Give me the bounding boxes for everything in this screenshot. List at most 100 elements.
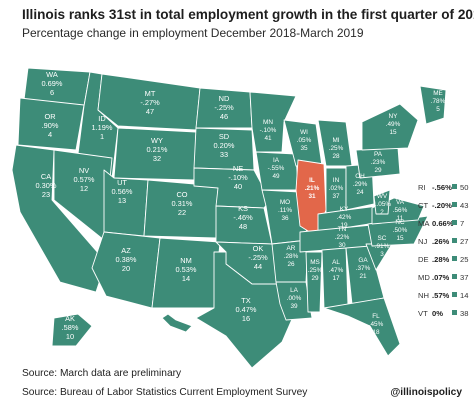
state-rank-mn: 41 [264,135,272,142]
state-value-wi: .05% [297,137,312,144]
state-rank-co: 22 [178,208,186,217]
state-ak [51,313,93,347]
state-abbr-mo: MO [280,199,290,206]
state-rank-mi: 28 [332,153,340,160]
state-value-mt: -.27% [140,98,160,107]
state-abbr-ca: CA [41,172,51,181]
state-value-nd: -.25% [214,103,234,112]
state-rank-sd: 33 [220,150,228,159]
state-value-ak: .58% [62,323,79,332]
state-abbr-wa: WA [46,70,58,79]
state-abbr-id: ID [98,114,105,123]
state-abbr-nv: NV [79,166,89,175]
footnote-preliminary: Source: March data are preliminary [22,368,182,379]
state-abbr-or: OR [44,112,55,121]
state-rank-al: 17 [332,275,340,282]
state-rank-ar: 26 [287,261,295,268]
side-swatch-md [452,274,457,279]
state-rank-or: 4 [48,130,52,139]
side-rank-nj: 27 [460,237,468,246]
state-rank-me: 5 [436,106,440,113]
side-abbr-de: DE [418,255,429,264]
state-value-mn: -.10% [260,127,277,134]
state-rank-ny: 15 [389,129,397,136]
state-value-az: 0.38% [116,255,137,264]
state-value-nm: 0.53% [176,265,197,274]
side-value-vt: 0% [432,309,443,318]
side-swatch-ct [452,202,457,207]
state-rank-ms: 29 [311,275,319,282]
state-abbr-ok: OK [253,244,264,253]
state-rank-ia: 49 [272,173,280,180]
state-value-ia: -.55% [268,165,285,172]
state-mt [97,73,201,131]
state-rank-tx: 16 [242,314,250,323]
state-value-ok: -.25% [248,253,268,262]
state-ms [305,251,323,313]
state-ca [11,144,107,293]
state-rank-ak: 10 [66,332,74,341]
state-rank-wv: 2 [380,209,384,216]
state-rank-tn: 30 [338,242,346,249]
state-rank-ca: 23 [42,190,50,199]
state-abbr-nc: NC [395,219,405,226]
state-abbr-ny: NY [389,113,399,120]
state-hi [161,313,193,333]
side-abbr-ma: MA [418,219,430,228]
state-abbr-wi: WI [300,129,308,136]
side-value-nh: .57% [432,291,450,300]
state-value-ca: 0.30% [36,181,57,190]
state-value-sc: .91% [375,243,390,250]
side-rank-vt: 38 [460,309,468,318]
state-value-wv: 1.05% [373,201,391,208]
state-value-ky: .42% [337,214,352,221]
state-value-va: .56% [393,207,408,214]
state-abbr-ms: MS [310,259,320,266]
side-rank-ct: 43 [460,201,468,210]
state-rank-mt: 47 [146,107,154,116]
state-abbr-ar: AR [287,245,296,252]
side-rank-md: 37 [460,273,468,282]
state-rank-wy: 32 [153,154,161,163]
state-az [91,231,161,309]
state-rank-ut: 13 [118,196,126,205]
side-abbr-nj: NJ [418,237,427,246]
side-value-ma: 0.66% [432,219,454,228]
state-abbr-mn: MN [263,119,273,126]
state-abbr-nd: ND [219,94,230,103]
state-rank-id: 1 [100,132,104,141]
state-fl [323,297,401,357]
state-rank-ks: 48 [239,222,247,231]
state-value-me: .78% [431,98,446,105]
state-abbr-nm: NM [180,256,192,265]
state-value-wa: 0.69% [42,79,63,88]
state-value-il: .21% [305,185,320,192]
state-value-hi: -0.17% [130,327,154,336]
state-value-nc: .50% [393,227,408,234]
state-rank-nd: 46 [220,112,228,121]
state-rank-wa: 6 [50,88,54,97]
state-rank-hi: 42 [138,336,146,345]
state-abbr-az: AZ [121,246,131,255]
footnote-source: Source: Bureau of Labor Statistics Curre… [22,387,308,398]
side-abbr-ct: CT [418,201,428,210]
state-value-ga: .37% [356,265,371,272]
state-abbr-ak: AK [65,314,75,323]
state-abbr-me: ME [433,90,443,97]
state-rank-sc: 3 [380,251,384,258]
state-me [419,85,447,125]
state-abbr-il: IL [309,177,315,184]
state-value-or: .90% [42,121,59,130]
state-rank-mo: 36 [281,215,289,222]
side-rank-ri: 50 [460,183,468,192]
state-value-la: .00% [287,295,302,302]
state-abbr-fl: FL [372,313,380,320]
side-abbr-ri: RI [418,183,426,192]
state-rank-il: 31 [308,193,316,200]
side-abbr-vt: VT [418,309,428,318]
state-rank-va: 11 [397,215,404,222]
side-swatch-nh [452,292,457,297]
state-value-ar: .28% [284,253,299,260]
state-wv [373,189,391,215]
